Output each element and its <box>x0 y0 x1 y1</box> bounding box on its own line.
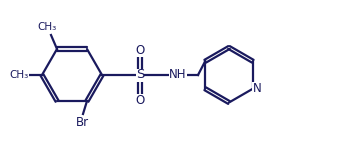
Text: O: O <box>135 93 145 106</box>
Text: NH: NH <box>169 69 187 81</box>
Text: Br: Br <box>76 117 89 129</box>
Text: O: O <box>135 44 145 57</box>
Text: N: N <box>253 82 261 95</box>
Text: CH₃: CH₃ <box>37 22 57 32</box>
Text: S: S <box>136 69 144 81</box>
Text: CH₃: CH₃ <box>9 70 29 80</box>
